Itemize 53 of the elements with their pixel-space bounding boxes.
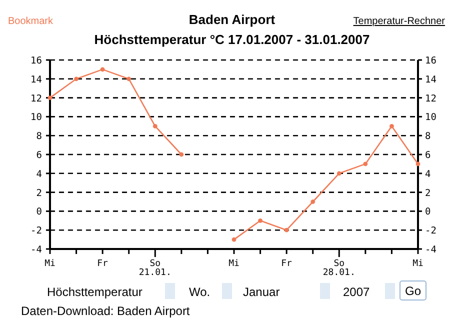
text: Bookmark <box>8 16 54 27</box>
y-tick-label: -2 <box>30 226 42 237</box>
text: 2007 <box>343 285 370 299</box>
y2-tick-label: -4 <box>425 244 437 256</box>
y-tick-label: 8 <box>36 131 42 142</box>
point <box>179 152 184 157</box>
point <box>126 76 132 82</box>
point <box>152 124 158 128</box>
x-tick-label: So 28.01. <box>322 259 356 278</box>
y-tick-label: 6 <box>36 150 42 161</box>
y2-tick-label: 16 <box>425 56 437 66</box>
point <box>336 171 342 176</box>
point <box>363 162 368 166</box>
y2-tick-label: 10 <box>425 112 437 124</box>
chart-title: Baden Airport <box>188 12 276 27</box>
y2-tick-label: 2 <box>425 188 431 199</box>
y2-tick-label: 8 <box>425 131 431 142</box>
y2-tick-label: 0 <box>425 206 431 218</box>
y2-tick-label: 4 <box>425 168 431 180</box>
x-tick-label: So 21.01. <box>138 259 172 278</box>
y-tick-label: -4 <box>30 244 42 256</box>
x-tick-label: Mi <box>228 259 240 269</box>
y-tick-label: 10 <box>30 112 42 124</box>
point <box>258 218 262 223</box>
y2-tick-label: 14 <box>425 74 437 86</box>
y2-tick-label: 6 <box>425 150 431 161</box>
point <box>284 228 289 232</box>
text: Daten-Download: Baden Airport <box>21 304 190 318</box>
y-tick-label: 12 <box>30 93 42 104</box>
point <box>390 124 394 128</box>
point <box>48 96 52 100</box>
point <box>232 237 236 242</box>
y2-tick-label: 12 <box>425 93 436 104</box>
chart-subtitle: Höchsttemperatur °C 17.01.2007 - 31.01.2007 <box>94 32 370 47</box>
x-tick-label: Mi <box>44 259 56 269</box>
y-tick-label: 4 <box>36 168 42 180</box>
point <box>416 162 420 166</box>
point <box>310 200 316 204</box>
text: Temperatur-Rechner <box>353 16 446 27</box>
point <box>100 67 105 72</box>
x-tick-label: Fr <box>97 259 109 269</box>
x-tick-label: Mi <box>412 259 424 269</box>
text: Go <box>404 284 422 298</box>
y-tick-label: 2 <box>36 188 42 199</box>
text: Höchsttemperatur <box>47 285 142 299</box>
y-tick-label: 0 <box>36 206 42 218</box>
y-tick-label: 16 <box>30 56 42 66</box>
y-tick-label: 14 <box>30 74 42 86</box>
y2-tick-label: -2 <box>425 226 436 237</box>
text: Wo. <box>189 285 210 299</box>
point <box>74 76 78 82</box>
text: Januar <box>243 285 280 299</box>
x-tick-label: Fr <box>281 259 293 269</box>
